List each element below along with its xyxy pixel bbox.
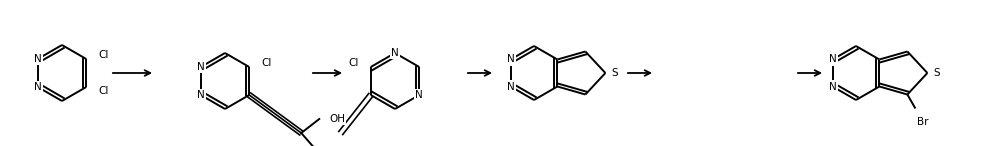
Text: N: N (507, 54, 514, 65)
Text: OH: OH (329, 114, 345, 124)
Text: Cl: Cl (348, 58, 359, 68)
Text: S: S (933, 68, 940, 78)
Text: N: N (197, 90, 205, 100)
Text: Cl: Cl (98, 86, 109, 96)
Text: S: S (611, 68, 618, 78)
Text: Cl: Cl (98, 50, 109, 60)
Text: Cl: Cl (261, 58, 272, 68)
Text: N: N (197, 62, 205, 72)
Text: N: N (34, 54, 42, 64)
Text: N: N (829, 54, 836, 65)
Text: N: N (391, 48, 399, 58)
Text: Br: Br (917, 117, 929, 126)
Text: N: N (507, 81, 514, 92)
Text: N: N (34, 82, 42, 92)
Text: N: N (415, 90, 423, 100)
Text: N: N (829, 81, 836, 92)
